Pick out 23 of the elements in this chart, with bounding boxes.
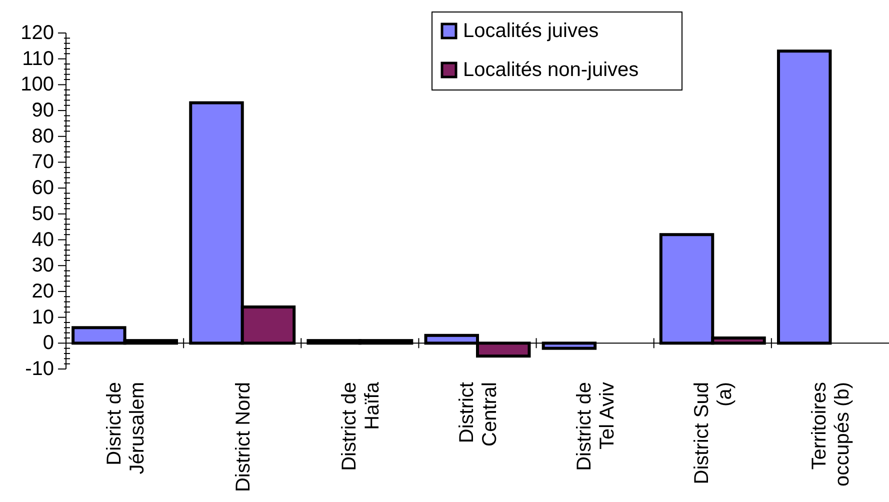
y-tick-label: -10 — [25, 358, 54, 380]
y-tick-label: 20 — [32, 280, 54, 302]
y-tick-label: 110 — [22, 48, 54, 70]
x-tick-label: District Central — [456, 382, 501, 446]
y-tick-label: 60 — [32, 177, 54, 200]
y-tick-label: 90 — [32, 100, 54, 122]
y-tick-label: 10 — [32, 306, 54, 328]
x-tick-label: District de Tel Aviv — [574, 382, 619, 471]
x-tick-label: District de Haïfa — [338, 381, 384, 471]
legend-label: Localités juives — [463, 20, 599, 42]
x-tick-label: Disrict de Jérusalem — [103, 382, 148, 474]
y-tick-label: 80 — [32, 125, 54, 148]
y-tick-label: 100 — [20, 74, 54, 96]
y-tick-label: 30 — [32, 254, 54, 277]
y-tick-label: 40 — [32, 228, 54, 251]
y-tick-label: 0 — [42, 332, 54, 354]
x-tick-label: Territoires occupés (b) — [808, 382, 854, 486]
x-tick-label: District Sud (a) — [691, 382, 736, 484]
y-tick-label: 50 — [32, 202, 54, 225]
legend-label: Localités non-juives — [463, 59, 639, 81]
y-tick-label: 120 — [20, 22, 54, 44]
x-tick-label: District Nord — [232, 382, 254, 492]
y-tick-label: 70 — [32, 151, 54, 174]
